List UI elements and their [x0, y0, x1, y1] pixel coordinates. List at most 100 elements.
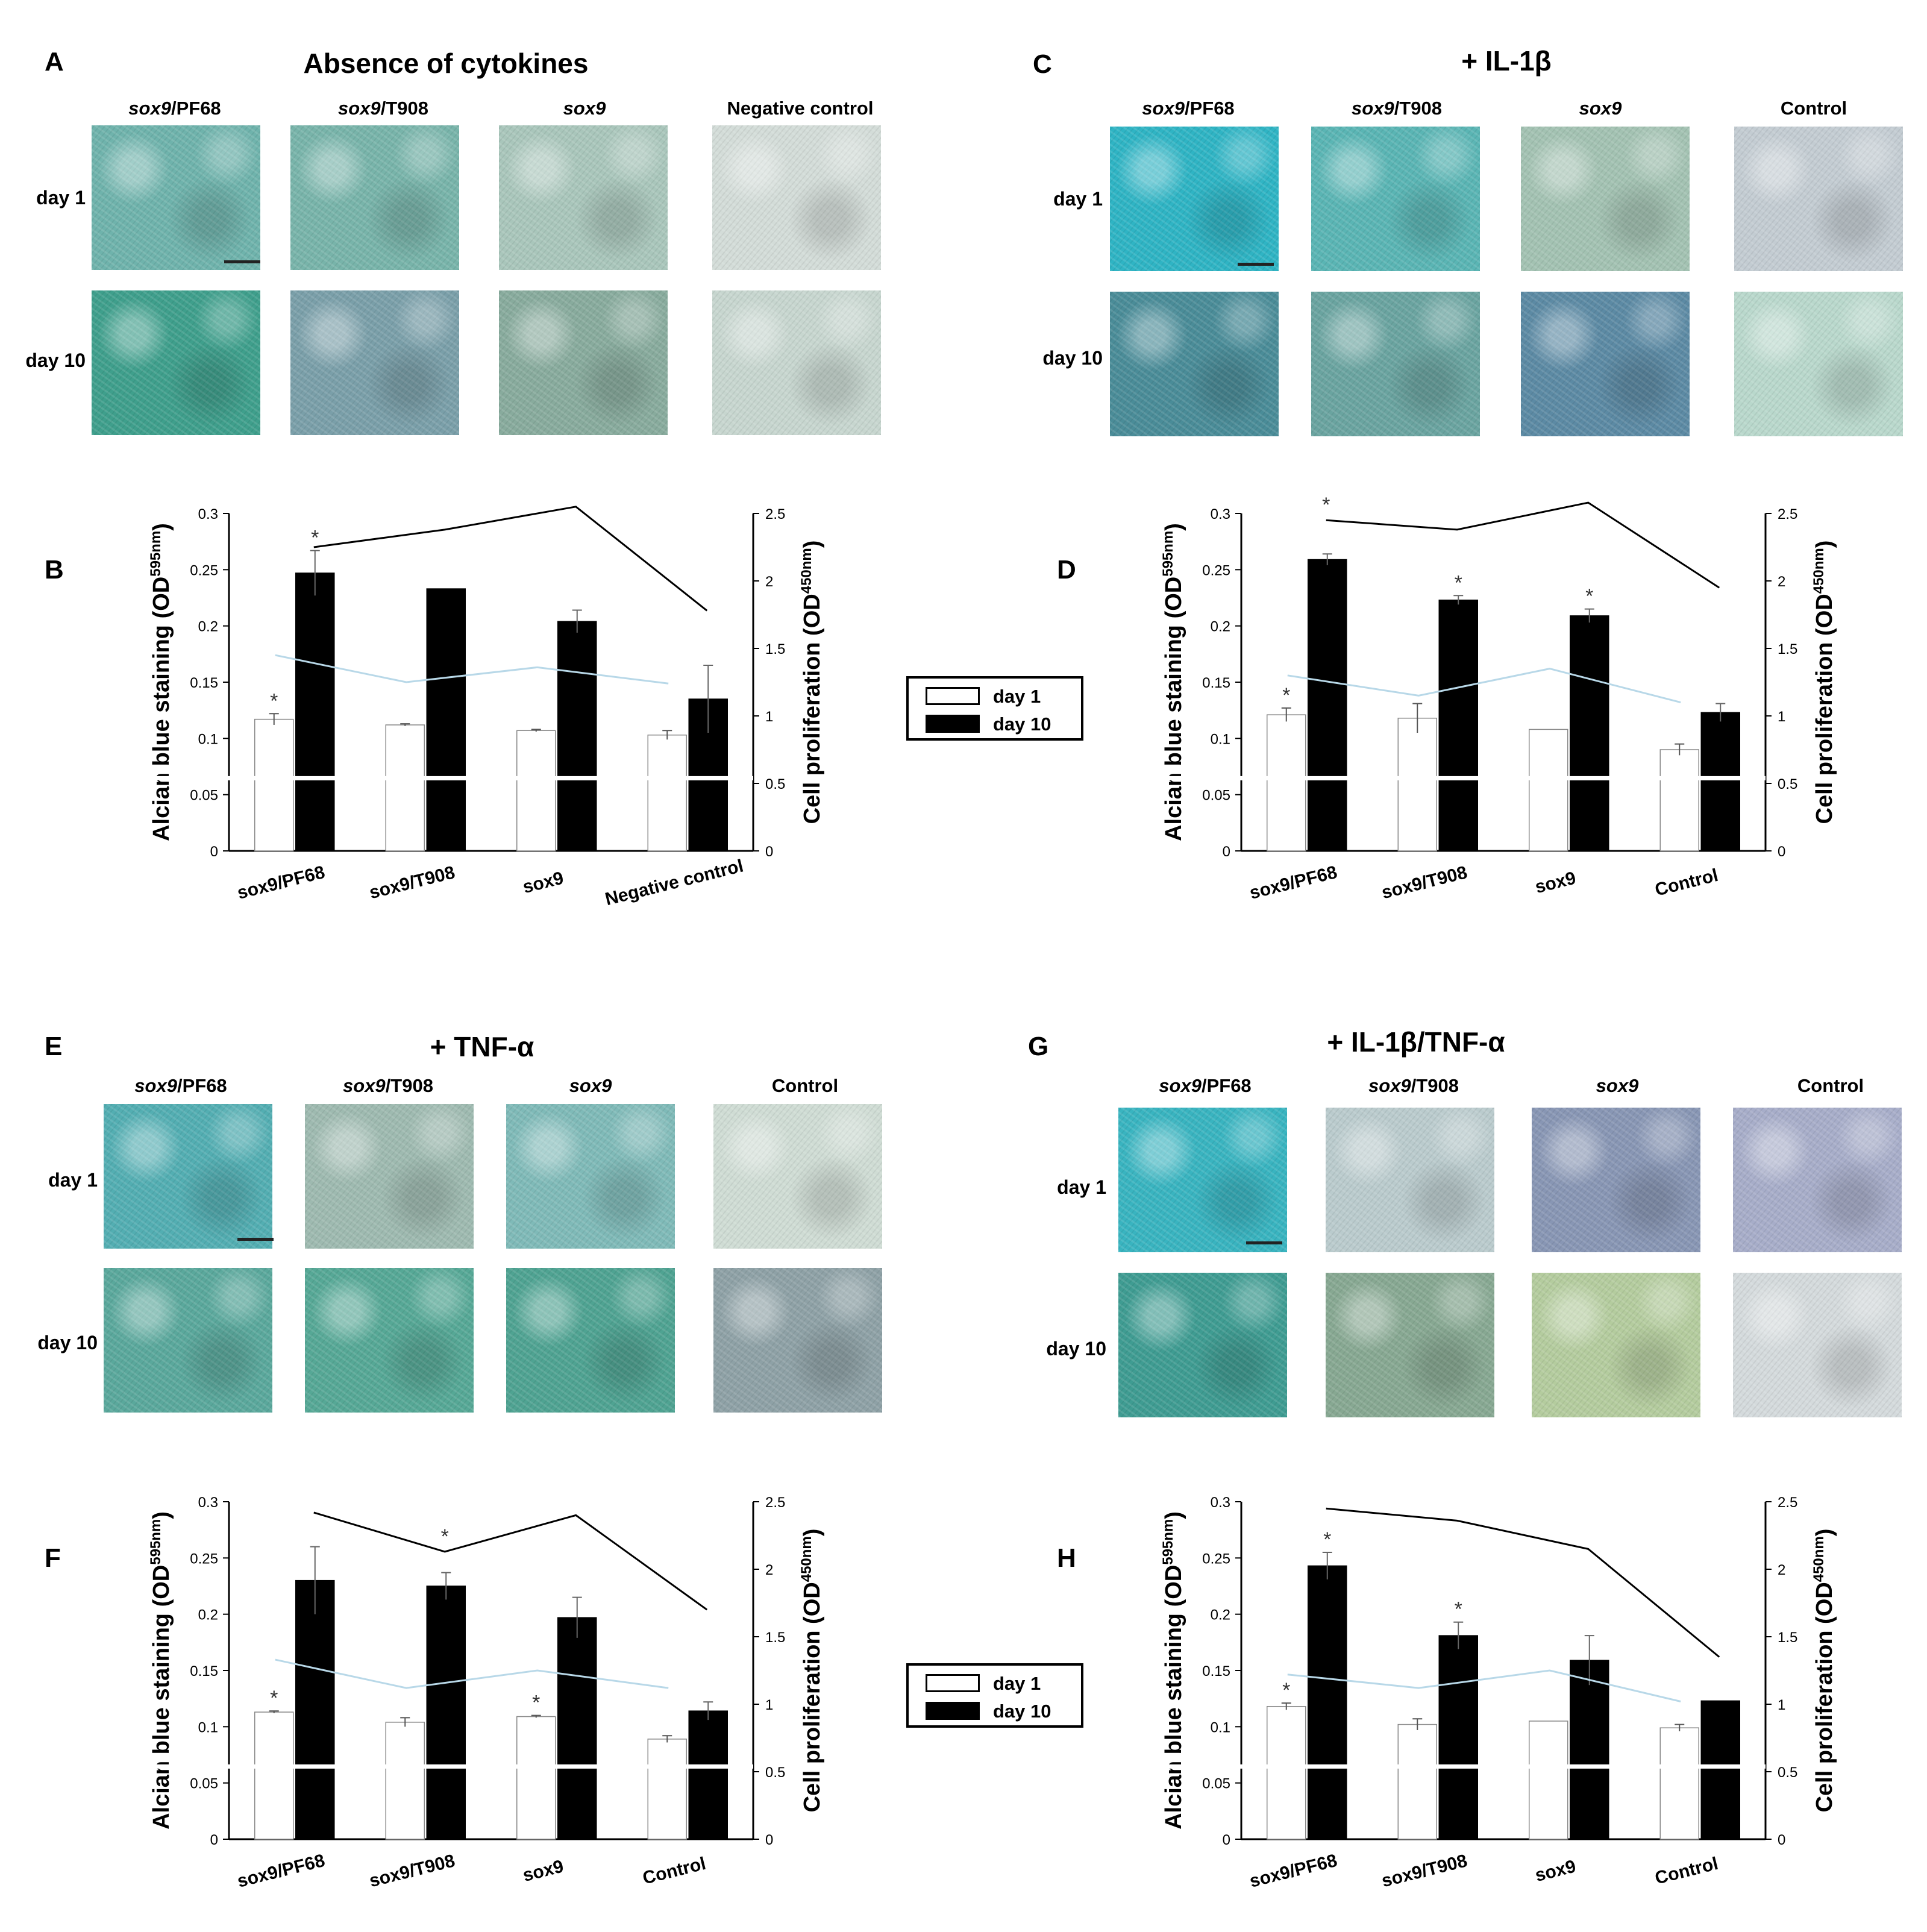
- chart-d: D 0 0.05 0.1 0.15 0.2 0.25 0.3 0 0.5 1 1.5 2 2.5 Alcia…: [1057, 494, 1837, 903]
- bar-day1: [1659, 1727, 1699, 1840]
- y-right-tick-label: 1.5: [765, 641, 785, 657]
- bar-day1: [516, 730, 556, 852]
- bar-day1: [254, 1711, 294, 1840]
- panel-label: A: [45, 47, 64, 77]
- chart-h: H 0 0.05 0.1 0.15 0.2 0.25 0.3 0 0.5 1 1.5 2 2.5 Alcia…: [1057, 1494, 1837, 1892]
- micrograph: [506, 1104, 675, 1249]
- y-right-tick-label: 0.5: [765, 776, 785, 792]
- y-right-tick-label: 1: [1778, 1697, 1785, 1713]
- y-tick-label: 0.1: [1211, 1719, 1230, 1736]
- y-right-axis-title-close: ): [1812, 1529, 1837, 1537]
- y-tick-label: 0.3: [198, 1494, 218, 1511]
- y-right-tick-label: 2.5: [1778, 506, 1797, 522]
- significance-marker: *: [441, 1525, 449, 1548]
- bar-day1: [647, 734, 687, 852]
- column-label: sox9/PF68: [128, 98, 221, 119]
- y-axis-title-text: Alcian blue staining (OD: [1161, 1565, 1186, 1830]
- bar-day10: [557, 621, 597, 852]
- micrograph: [713, 1268, 882, 1413]
- y-right-axis-title-text: Cell proliferation (OD: [800, 594, 825, 824]
- micrograph: [1326, 1108, 1494, 1252]
- micrograph: [712, 290, 881, 435]
- y-right-axis-title: Cell proliferation (OD450nm): [1811, 1529, 1837, 1813]
- bar-day10: [1570, 1660, 1609, 1840]
- bar-day1: [1267, 1705, 1306, 1840]
- panel-label: D: [1057, 555, 1076, 585]
- micrograph: [92, 290, 260, 435]
- significance-marker: *: [1282, 684, 1290, 707]
- axis-break: [121, 1764, 753, 1769]
- bar-day1: [1659, 749, 1699, 852]
- category-label: Control: [1653, 865, 1720, 900]
- column-label: sox9: [569, 1075, 612, 1096]
- column-label: Negative control: [727, 98, 874, 119]
- y-tick-label: 0.2: [198, 1607, 218, 1623]
- micrograph: [1734, 127, 1903, 271]
- micrograph: [1110, 292, 1279, 436]
- scale-bar: [224, 260, 260, 263]
- y-tick-label: 0: [210, 1832, 218, 1848]
- bar-day10: [295, 1579, 335, 1840]
- y-tick-label: 0.1: [198, 1719, 218, 1736]
- category-label: sox9/T908: [368, 1851, 457, 1891]
- y-right-tick-label: 2.5: [765, 506, 785, 522]
- category-label: sox9/PF68: [1247, 1851, 1339, 1892]
- y-axis-title-close: ): [1161, 1511, 1186, 1519]
- proliferation-line-day1: [1287, 668, 1681, 704]
- y-right-axis-title-sup: 450nm: [798, 1536, 815, 1582]
- y-tick-label: 0.1: [198, 731, 218, 747]
- column-label: sox9/PF68: [1142, 98, 1235, 119]
- bar-day1: [1529, 1720, 1568, 1840]
- column-label: sox9/T908: [338, 98, 428, 119]
- proliferation-line-day1: [275, 654, 669, 685]
- micrograph: [499, 290, 668, 435]
- panel-label: H: [1057, 1543, 1076, 1573]
- y-axis-title: Alcian blue staining (OD595nm): [148, 1511, 174, 1830]
- column-label: Control: [1780, 98, 1847, 119]
- panel-title: + IL-1β: [1461, 45, 1552, 77]
- legend-swatch-day1: [926, 687, 980, 705]
- y-right-axis-title-sup: 450nm: [1811, 548, 1827, 594]
- bar-day10: [1438, 599, 1478, 852]
- category-label: sox9: [1533, 868, 1578, 897]
- y-axis-title-close: ): [149, 1511, 174, 1519]
- y-right-tick-label: 0.5: [1778, 1764, 1797, 1781]
- y-tick-label: 0.15: [190, 1663, 218, 1680]
- legend-label: day 1: [993, 686, 1041, 707]
- category-label: Negative control: [603, 856, 745, 909]
- axis-break: [1133, 776, 1766, 780]
- y-right-tick-label: 1.5: [765, 1629, 785, 1646]
- micrograph: [1326, 1273, 1494, 1417]
- scale-bar: [1238, 263, 1274, 266]
- bar-day10: [688, 1710, 728, 1840]
- y-tick-label: 0.05: [190, 788, 218, 804]
- y-tick-label: 0.3: [1211, 1494, 1230, 1511]
- row-label: day 10: [1046, 1338, 1106, 1360]
- y-tick-label: 0: [1223, 844, 1230, 860]
- column-label: Control: [1797, 1075, 1864, 1096]
- significance-marker: *: [311, 527, 319, 550]
- y-tick-label: 0.25: [190, 1551, 218, 1567]
- legend-label: day 10: [993, 1701, 1051, 1722]
- bar-day1: [647, 1739, 687, 1840]
- legend-swatch-day10: [926, 1702, 980, 1720]
- panel-title: + IL-1β/TNF-α: [1327, 1026, 1505, 1058]
- y-axis-title: Alcian blue staining (OD595nm): [148, 523, 174, 841]
- column-label: sox9: [1579, 98, 1622, 119]
- micrograph: [1734, 292, 1903, 436]
- category-label: sox9/PF68: [235, 862, 327, 903]
- category-label: sox9: [521, 868, 565, 897]
- y-axis-title-sup: 595nm: [148, 1519, 164, 1565]
- significance-marker: *: [270, 689, 278, 712]
- bar-day10: [1700, 712, 1740, 852]
- legend-label: day 1: [993, 1673, 1041, 1694]
- significance-marker: *: [1282, 1679, 1290, 1702]
- column-label: sox9/PF68: [1159, 1075, 1252, 1096]
- y-tick-label: 0: [210, 844, 218, 860]
- bar-day10: [1308, 559, 1347, 852]
- y-right-tick-label: 2.5: [765, 1494, 785, 1511]
- y-right-tick-label: 2: [765, 574, 773, 590]
- y-right-tick-label: 0: [1778, 844, 1785, 860]
- y-tick-label: 0.25: [190, 562, 218, 579]
- panel-title: + TNF-α: [430, 1031, 534, 1062]
